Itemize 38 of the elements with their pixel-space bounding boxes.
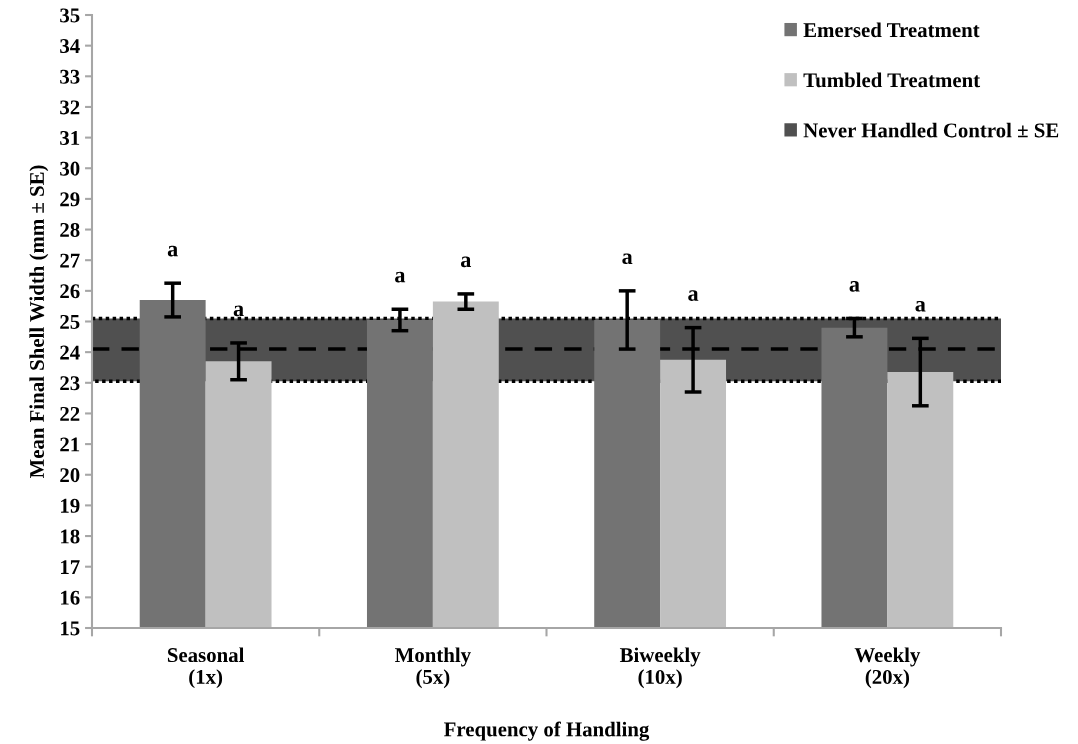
y-tick-label: 17 [61,560,80,574]
x-tick-label: Biweekly (10x) [619,647,701,689]
data-label: a [395,271,406,283]
y-tick-label: 30 [60,161,80,176]
y-tick-label: 23 [60,376,80,391]
data-label: a [849,281,860,292]
y-tick-label: 18 [61,529,80,544]
data-label: a [167,245,178,257]
data-label: a [233,305,244,317]
y-tick-label: 22 [60,406,80,421]
data-label: a [460,256,472,268]
y-tick-label: 28 [60,222,80,237]
y-tick-label: 29 [60,192,80,207]
x-tick-label: Weekly (20x) [854,647,921,689]
y-tick-label: 25 [60,314,80,329]
x-axis-title: Frequency of Handling [444,721,650,741]
legend-label: Tumbled Treatment [803,72,981,88]
y-tick-label: 21 [60,437,80,452]
y-tick-label: 24 [60,345,80,360]
y-tick-label: 15 [61,621,80,636]
x-tick-label: Seasonal (1x) [167,647,245,689]
y-tick-label: 16 [61,590,80,605]
y-tick-label: 32 [60,100,80,115]
y-tick-label: 34 [60,39,80,54]
y-tick-label: 20 [60,468,80,483]
y-tick-label: 27 [60,253,80,268]
y-tick-label: 26 [60,284,80,299]
y-axis-title: Mean Final Shell Width (mm ± SE) [29,165,49,479]
y-tick-label: 19 [61,498,80,513]
legend-label: Emersed Treatment [803,22,980,38]
y-tick-label: 35 [60,8,80,23]
y-tick-label: 31 [60,131,80,146]
legend-label: Never Handled Control ± SE [803,122,1059,138]
data-label: a [915,300,926,312]
y-tick-label: 33 [60,69,80,84]
data-label: a [688,290,699,301]
x-tick-label: Monthly (5x) [395,647,471,689]
data-label: a [622,253,633,265]
